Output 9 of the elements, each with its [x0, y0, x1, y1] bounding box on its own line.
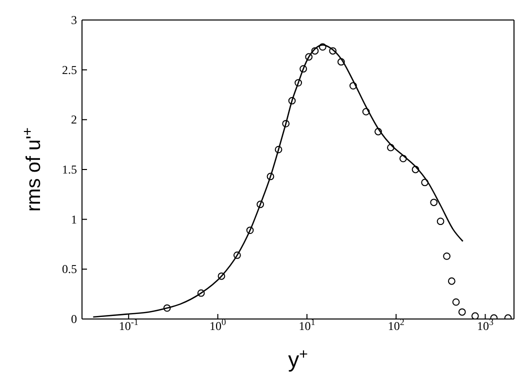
y-tick-label: 3 — [71, 13, 77, 27]
y-tick-label: 2 — [71, 112, 77, 127]
x-axis-title: y$^{+}$ — [288, 346, 308, 372]
y-tick-label: 0 — [71, 312, 77, 326]
y-tick-label: 1.5 — [62, 162, 77, 176]
x-tick-label: 10$^{-1}$ — [118, 317, 138, 333]
y-tick-label: 2.5 — [62, 62, 77, 77]
y-tick-label: 1 — [71, 212, 77, 226]
y-tick-label: 0.5 — [62, 262, 77, 276]
